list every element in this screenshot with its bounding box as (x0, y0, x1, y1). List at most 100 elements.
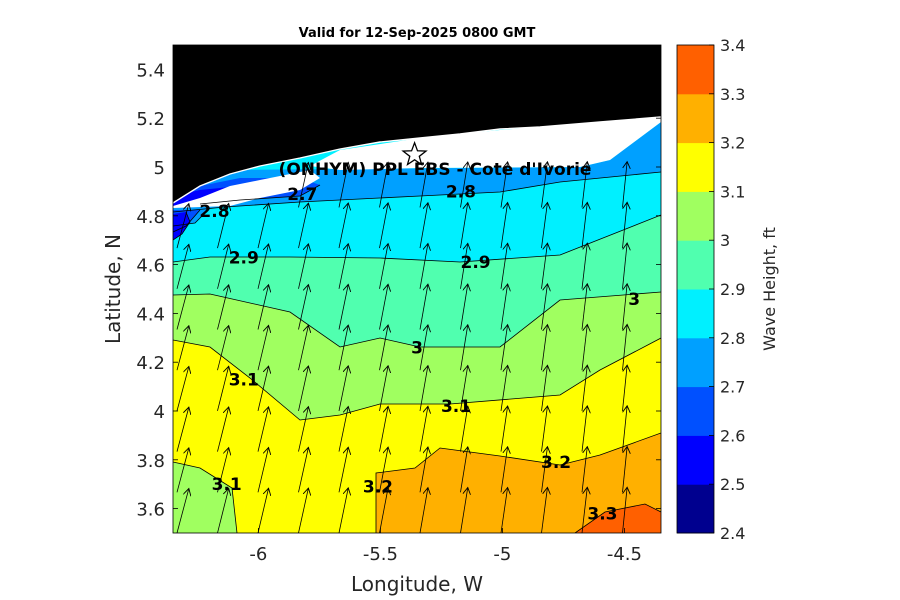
wave-arrow (581, 447, 587, 493)
colorbar-tick-label: 2.6 (720, 426, 745, 445)
wave-arrow (541, 284, 548, 330)
wave-arrow (298, 203, 309, 249)
x-axis: -6 -5.5 -5 -4.5 (249, 45, 642, 565)
wave-arrow (338, 488, 348, 533)
colorbar-tick-label: 2.9 (720, 280, 745, 299)
wave-arrow (217, 203, 229, 249)
wave-arrow (338, 407, 348, 452)
wave-direction-arrows (176, 162, 628, 533)
y-tick-label: 5.2 (136, 109, 165, 130)
colorbar-tick-label: 3.4 (720, 36, 745, 55)
contour-label: 2.9 (229, 248, 259, 268)
wave-arrow (581, 487, 587, 533)
wave-arrow (338, 284, 348, 330)
wave-arrow (257, 325, 269, 371)
colorbar-segment (677, 93, 714, 144)
wave-arrow (257, 407, 269, 452)
colorbar-segment (677, 240, 714, 290)
contour-label: 3.2 (363, 478, 393, 498)
y-tick-label: 5 (154, 158, 165, 179)
wave-arrow (379, 203, 389, 249)
chart-title: Valid for 12-Sep-2025 0800 GMT (299, 26, 536, 41)
colorbar-segment (677, 191, 714, 241)
contour-label: 3.1 (441, 397, 471, 417)
wave-arrow (298, 488, 309, 533)
contour-label: 2.8 (446, 182, 476, 202)
wave-arrow (541, 202, 548, 249)
wave-arrow (257, 366, 269, 411)
wave-arrow (298, 325, 309, 371)
wave-arrow (500, 406, 508, 452)
wave-arrow (541, 162, 548, 208)
colorbar-segment (677, 435, 714, 485)
wave-arrow (500, 447, 508, 493)
wave-arrow (419, 406, 428, 452)
contour-label: 2.8 (199, 202, 229, 222)
wave-arrow (379, 406, 389, 452)
wave-arrow (581, 365, 587, 411)
wave-arrow (419, 366, 428, 411)
contour-label: 3.2 (541, 453, 571, 473)
wave-arrow (541, 325, 548, 371)
y-tick-label: 5.4 (136, 60, 165, 81)
colorbar-tick-label: 3.2 (720, 134, 745, 153)
y-tick-label: 4.6 (136, 256, 165, 277)
contour-label: 3.1 (229, 370, 259, 390)
wave-arrow (217, 244, 229, 289)
contour-label: 2.9 (460, 253, 490, 273)
wave-arrow (217, 326, 229, 371)
wave-arrow (622, 406, 628, 452)
wave-arrow (500, 487, 508, 533)
y-tick-label: 4.4 (136, 304, 165, 325)
contour-labels: 2.7 2.8 2.8 2.9 2.9 3 3 3.1 3.1 3.2 3.2 3.1 3.3 (199, 182, 640, 524)
wave-arrow (622, 284, 628, 330)
wave-arrow (500, 162, 508, 208)
contour-label: 2.7 (287, 185, 317, 205)
plot-frame (172, 44, 662, 534)
wave-arrow (298, 285, 309, 330)
wave-arrow (622, 202, 628, 249)
colorbar-segment (677, 337, 714, 388)
y-tick-label: 3.8 (136, 451, 165, 472)
y-tick-label: 4 (154, 402, 165, 423)
wave-arrow (338, 162, 348, 208)
wave-arrow (622, 365, 628, 411)
wave-arrow (581, 243, 587, 289)
wave-arrow (379, 488, 389, 533)
colorbar-tick-label: 3.3 (720, 85, 745, 104)
x-tick-label: -6 (249, 544, 267, 565)
wave-arrow (460, 447, 468, 493)
contour-label: 3 (411, 339, 423, 359)
wave-arrow (622, 162, 628, 208)
y-axis: 3.6 3.8 4 4.2 4.4 4.6 4.8 5 5.2 5.4 (136, 60, 661, 521)
wave-arrow (460, 365, 468, 411)
colorbar-segment (677, 289, 714, 339)
contour-fill (173, 45, 661, 533)
wave-arrow (500, 203, 508, 249)
wave-arrow (176, 407, 189, 452)
wave-arrow (460, 284, 468, 330)
wave-arrow (541, 365, 548, 411)
wave-arrow (217, 488, 229, 533)
colorbar-tick-label: 2.4 (720, 524, 745, 543)
wave-arrow (419, 203, 428, 249)
colorbar-segment (677, 484, 714, 534)
x-tick-label: -4.5 (607, 544, 642, 565)
wave-arrow (541, 406, 548, 452)
wave-arrow (338, 447, 348, 493)
wave-arrow (176, 204, 189, 249)
wave-arrow (257, 448, 269, 493)
wave-arrow (419, 488, 428, 533)
wave-arrow (581, 162, 587, 208)
wave-arrow (176, 326, 189, 371)
wave-arrow (419, 284, 428, 330)
wave-arrow (298, 407, 309, 452)
contour-label: 3 (628, 290, 640, 310)
wave-arrow (379, 244, 389, 289)
wave-arrow (419, 162, 428, 208)
wave-arrow (379, 447, 389, 493)
wave-arrow (500, 284, 508, 330)
wave-arrow (500, 325, 508, 371)
x-axis-label: Longitude, W (351, 572, 483, 596)
